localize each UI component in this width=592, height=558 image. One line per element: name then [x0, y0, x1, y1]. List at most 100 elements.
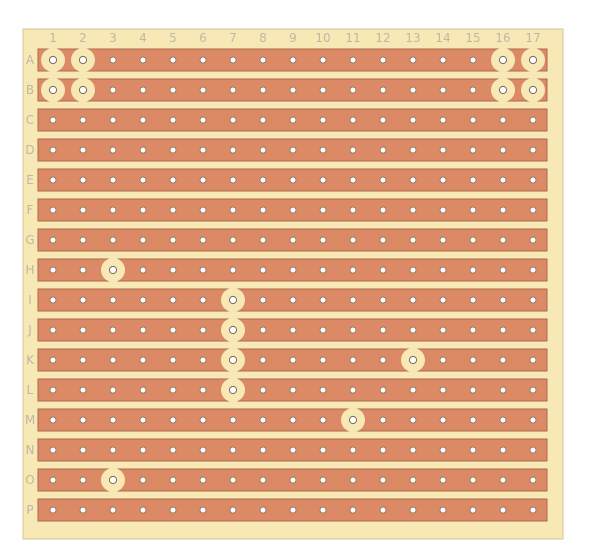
hole — [319, 326, 327, 334]
hole — [169, 446, 177, 454]
column-label: 4 — [139, 31, 147, 45]
row-label: G — [25, 233, 34, 247]
hole — [349, 236, 357, 244]
hole — [78, 55, 88, 65]
hole — [289, 416, 297, 424]
hole — [499, 236, 507, 244]
hole — [259, 56, 267, 64]
hole — [319, 296, 327, 304]
hole — [259, 206, 267, 214]
hole — [139, 386, 147, 394]
hole — [439, 176, 447, 184]
hole — [169, 296, 177, 304]
hole — [109, 146, 117, 154]
hole — [319, 386, 327, 394]
row-label: L — [27, 383, 34, 397]
hole — [228, 295, 238, 305]
hole — [409, 446, 417, 454]
column-label: 3 — [109, 31, 117, 45]
hole — [49, 476, 57, 484]
hole — [109, 386, 117, 394]
hole — [379, 476, 387, 484]
hole — [349, 266, 357, 274]
hole — [289, 356, 297, 364]
hole — [499, 206, 507, 214]
hole — [79, 446, 87, 454]
hole — [169, 146, 177, 154]
hole — [199, 146, 207, 154]
hole — [469, 506, 477, 514]
hole — [319, 146, 327, 154]
hole — [529, 386, 537, 394]
row-label: N — [26, 443, 35, 457]
hole — [259, 416, 267, 424]
hole — [529, 266, 537, 274]
hole — [49, 176, 57, 184]
hole — [169, 356, 177, 364]
hole — [199, 356, 207, 364]
hole — [169, 236, 177, 244]
hole — [229, 146, 237, 154]
hole — [319, 56, 327, 64]
hole — [199, 56, 207, 64]
hole — [349, 446, 357, 454]
hole — [169, 266, 177, 274]
hole — [439, 86, 447, 94]
hole — [439, 206, 447, 214]
hole — [529, 446, 537, 454]
hole — [439, 506, 447, 514]
row-label: H — [25, 263, 34, 277]
hole — [349, 386, 357, 394]
hole — [409, 176, 417, 184]
row-label: D — [25, 143, 34, 157]
hole — [469, 86, 477, 94]
hole — [289, 116, 297, 124]
hole — [289, 86, 297, 94]
column-label: 12 — [375, 31, 390, 45]
hole — [469, 56, 477, 64]
hole — [409, 236, 417, 244]
hole — [109, 56, 117, 64]
hole — [49, 326, 57, 334]
hole — [319, 86, 327, 94]
hole — [109, 86, 117, 94]
hole — [78, 85, 88, 95]
hole — [229, 506, 237, 514]
row-label: P — [26, 503, 33, 517]
row-label: M — [25, 413, 35, 427]
hole — [199, 446, 207, 454]
hole — [499, 476, 507, 484]
hole — [498, 85, 508, 95]
hole — [79, 356, 87, 364]
hole — [409, 476, 417, 484]
hole — [229, 176, 237, 184]
hole — [469, 206, 477, 214]
hole — [379, 296, 387, 304]
hole — [49, 146, 57, 154]
hole — [469, 446, 477, 454]
hole — [409, 116, 417, 124]
hole — [439, 266, 447, 274]
row-label: B — [26, 83, 34, 97]
hole — [259, 146, 267, 154]
hole — [319, 356, 327, 364]
hole — [349, 506, 357, 514]
hole — [229, 86, 237, 94]
hole — [469, 356, 477, 364]
hole — [529, 296, 537, 304]
hole — [379, 356, 387, 364]
hole — [289, 296, 297, 304]
hole — [259, 446, 267, 454]
hole — [228, 355, 238, 365]
hole — [379, 386, 387, 394]
hole — [228, 325, 238, 335]
hole — [529, 116, 537, 124]
row-label: O — [25, 473, 34, 487]
hole — [469, 266, 477, 274]
hole — [349, 356, 357, 364]
hole — [48, 85, 58, 95]
hole — [109, 416, 117, 424]
hole — [139, 506, 147, 514]
hole — [439, 476, 447, 484]
